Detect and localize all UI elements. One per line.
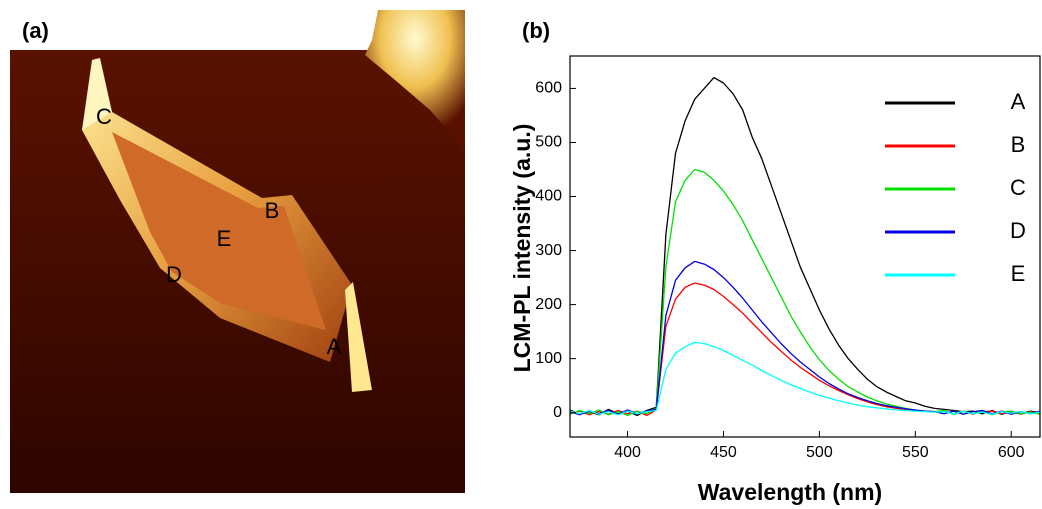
panel-label: (b) [522, 18, 550, 43]
annotation: C [96, 104, 112, 129]
y-tick-label: 600 [535, 80, 562, 97]
x-tick-label: 550 [902, 444, 929, 461]
plot-frame [569, 55, 1041, 438]
y-tick-label: 0 [553, 404, 562, 421]
x-tick-label: 450 [710, 444, 737, 461]
afm-image [10, 10, 465, 493]
x-tick-label: 500 [806, 444, 833, 461]
series-line [569, 341, 1041, 416]
annotation: B [265, 198, 280, 223]
legend-label: A [1011, 89, 1026, 114]
image-annotations: C B E D A [96, 104, 342, 359]
series-line [569, 76, 1041, 417]
y-tick-label: 500 [535, 134, 562, 151]
y-tick-label: 300 [535, 242, 562, 259]
y-tick-label: 400 [535, 188, 562, 205]
y-tick-label: 100 [535, 350, 562, 367]
legend-label: D [1010, 218, 1026, 243]
y-tick-label: 200 [535, 296, 562, 313]
x-axis-title: Wavelength (nm) [698, 479, 882, 505]
legend-label: C [1010, 175, 1026, 200]
annotation: D [166, 262, 182, 287]
panel-label: (a) [22, 18, 49, 43]
y-axis-title: LCM-PL intensity (a.u.) [509, 124, 535, 373]
legend-label: B [1011, 132, 1026, 157]
annotation: E [217, 226, 232, 251]
series-line [569, 168, 1041, 417]
annotation: A [327, 334, 342, 359]
x-tick-label: 600 [998, 444, 1025, 461]
legend-label: E [1011, 261, 1026, 286]
series-line [569, 282, 1041, 417]
x-tick-label: 400 [614, 444, 641, 461]
